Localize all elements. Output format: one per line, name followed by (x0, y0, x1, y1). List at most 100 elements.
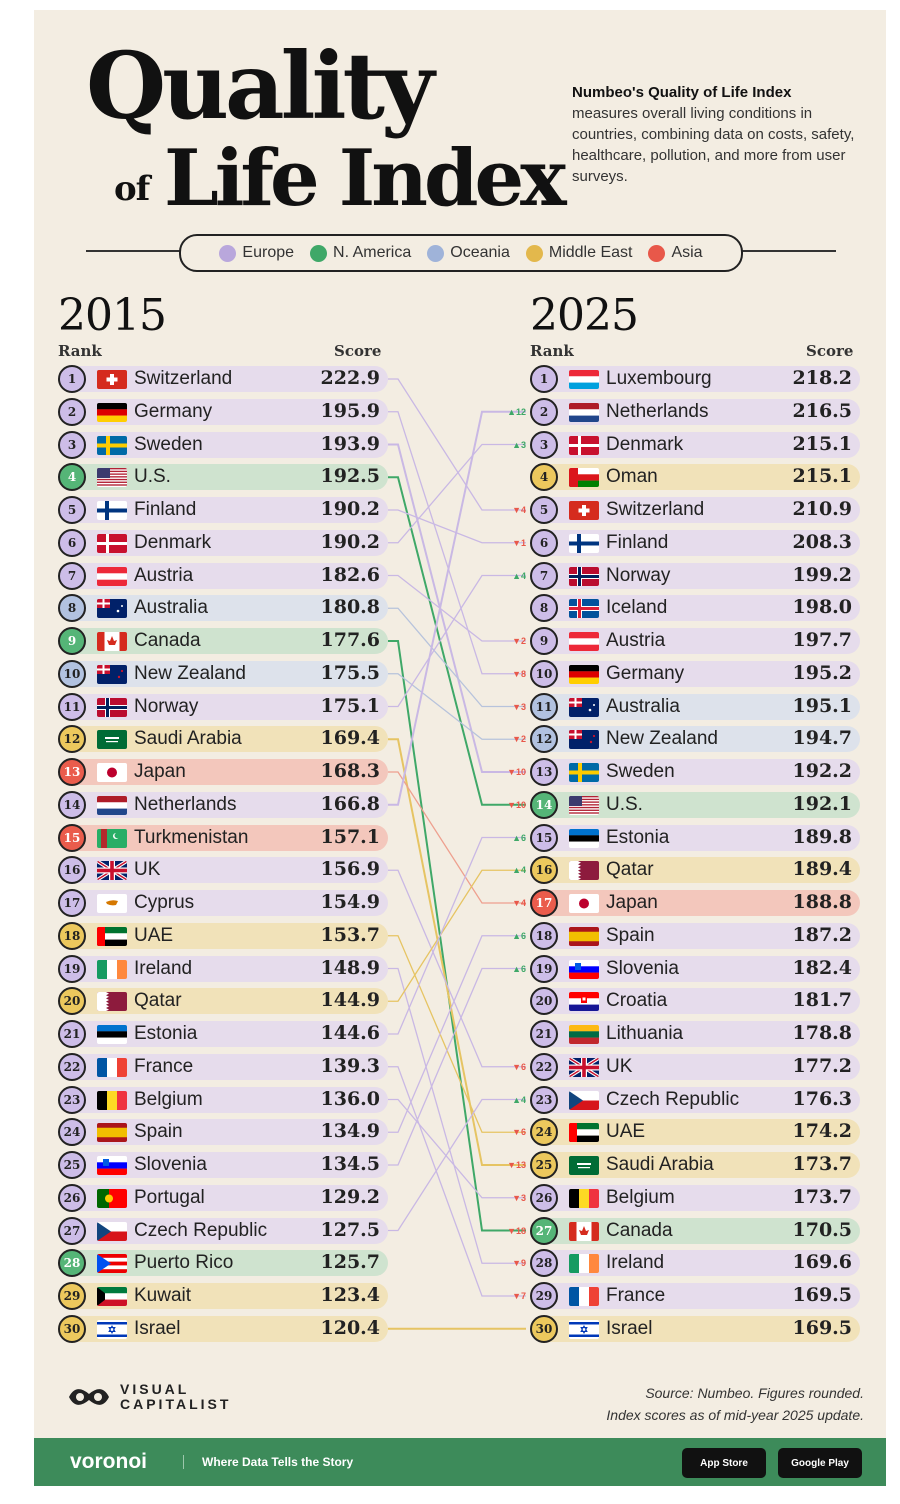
flag-nl-icon (569, 402, 599, 422)
flag-nz-icon (97, 664, 127, 684)
rank-change-label: ▼10 (507, 799, 526, 810)
rank-badge: 30 (530, 1314, 558, 1343)
rank-row-2025: 8 Iceland 198.0 (530, 594, 860, 623)
rank-badge: 15 (58, 823, 86, 852)
country-name: Luxembourg (606, 368, 712, 389)
score-value: 157.1 (320, 825, 381, 848)
score-value: 210.9 (792, 498, 853, 520)
country-name: UAE (134, 924, 174, 946)
rank-header-2025: Rank (530, 342, 574, 360)
rank-badge: 9 (530, 627, 558, 655)
country-name: Oman (606, 466, 658, 488)
rank-row-2025: 21 Lithuania 178.8 (530, 1020, 860, 1048)
rank-row-2015: 16 UK 156.9 (58, 856, 388, 885)
rank-badge: 19 (58, 954, 86, 983)
rank-badge: 28 (58, 1249, 86, 1278)
country-name: Spain (134, 1121, 183, 1143)
legend-swatch (525, 244, 543, 262)
score-value: 169.5 (792, 1316, 853, 1339)
app-store-badge[interactable]: App Store (682, 1448, 766, 1478)
rank-row-2015: 1 Switzerland 222.9 (58, 365, 388, 393)
rank-badge: 25 (530, 1151, 558, 1179)
voronoi-logo[interactable]: voronoi (70, 1450, 147, 1473)
flag-no-icon (569, 566, 599, 586)
title-quality: Quality (86, 32, 434, 140)
legend-label: N. America (333, 244, 412, 261)
flag-cz-icon (569, 1090, 599, 1110)
country-name: Iceland (606, 597, 668, 619)
rank-row-2025: 3 Denmark 215.1 (530, 430, 860, 459)
rank-change-label: ▼13 (507, 1160, 526, 1170)
rank-row-2025: 14 U.S. 192.1 (530, 790, 860, 819)
rank-row-2015: 3 Sweden 193.9 (58, 430, 388, 459)
rank-row-2025: 27 Canada 170.5 (530, 1216, 860, 1245)
rank-row-2015: 24 Spain 134.9 (58, 1118, 388, 1147)
visual-capitalist-logo: VISUAL CAPITALIST (66, 1380, 231, 1414)
rank-badge: 27 (530, 1216, 558, 1245)
country-name: Germany (606, 662, 685, 684)
score-value: 169.4 (320, 727, 381, 750)
rank-badge: 23 (58, 1085, 86, 1114)
connector-line (388, 410, 526, 806)
score-value: 180.8 (320, 596, 381, 619)
rank-row-2025: 23 Czech Republic 176.3 (530, 1085, 860, 1114)
score-header-2025: Score (806, 342, 854, 360)
country-name: Canada (606, 1219, 673, 1241)
rank-badge: 14 (530, 790, 558, 819)
source-note: Source: Numbeo. Figures rounded. Index s… (606, 1382, 864, 1426)
country-name: New Zealand (134, 662, 246, 684)
country-name: Austria (134, 564, 194, 586)
flag-ch-icon (97, 370, 127, 389)
rank-badge: 20 (58, 987, 86, 1016)
rank-row-2025: 19 Slovenia 182.4 (530, 954, 860, 983)
country-name: Australia (606, 695, 680, 717)
score-value: 218.2 (792, 367, 853, 389)
rank-change-label: ▼3 (512, 701, 526, 712)
google-play-badge[interactable]: Google Play (778, 1448, 862, 1478)
rank-badge: 16 (58, 856, 86, 885)
rank-row-2025: 10 Germany 195.2 (530, 659, 860, 688)
rank-row-2025: 16 Qatar 189.4 (530, 856, 860, 885)
rank-change-label: ▼1 (512, 537, 526, 548)
rank-row-2025: 18 Spain 187.2 (530, 921, 860, 950)
score-value: 173.7 (792, 1185, 853, 1208)
country-name: U.S. (606, 793, 643, 815)
country-name: Belgium (134, 1088, 203, 1110)
legend: Europe N. America Oceania Middle East Asia (179, 234, 743, 272)
rank-row-2015: 21 Estonia 144.6 (58, 1020, 388, 1048)
flag-se-icon (97, 435, 127, 455)
vc-line1: VISUAL (120, 1381, 190, 1397)
description: Numbeo's Quality of Life Index measures … (572, 82, 872, 187)
country-name: Kuwait (134, 1285, 192, 1306)
flag-sa-icon (97, 730, 127, 750)
country-name: Slovenia (134, 1154, 207, 1175)
flag-fr-icon (97, 1057, 127, 1077)
country-name: Estonia (134, 1023, 198, 1044)
score-value: 215.1 (792, 465, 853, 488)
rank-badge: 30 (58, 1314, 86, 1343)
title-of: of (114, 169, 150, 209)
score-value: 169.6 (792, 1251, 853, 1274)
rank-badge: 13 (58, 758, 86, 786)
rank-row-2015: 8 Australia 180.8 (58, 594, 388, 623)
score-value: 216.5 (792, 399, 853, 422)
score-value: 175.1 (320, 694, 381, 717)
country-name: Canada (134, 630, 201, 651)
rank-row-2025: 17 Japan 188.8 (530, 889, 860, 917)
country-name: Finland (606, 531, 669, 553)
rank-badge: 13 (530, 758, 558, 786)
country-name: Cyprus (134, 892, 195, 913)
country-name: Saudi Arabia (134, 728, 242, 750)
country-name: UAE (606, 1121, 646, 1143)
rank-row-2025: 6 Finland 208.3 (530, 528, 860, 557)
legend-label: Middle East (548, 244, 633, 261)
score-value: 192.1 (792, 792, 853, 815)
rank-change-label: ▲6 (512, 930, 526, 941)
score-value: 144.9 (320, 989, 381, 1012)
rank-badge: 8 (58, 594, 86, 623)
score-value: 194.7 (792, 727, 853, 750)
rank-badge: 9 (58, 627, 86, 655)
score-value: 177.6 (320, 629, 381, 651)
legend-swatch (427, 244, 445, 262)
legend-item: Oceania (427, 244, 510, 262)
